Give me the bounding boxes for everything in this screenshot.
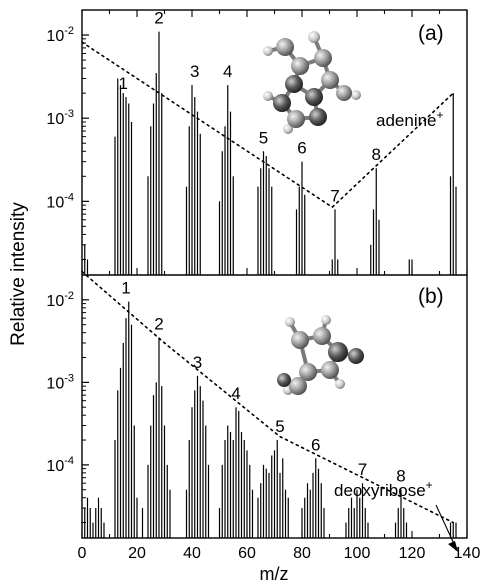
x-tick-label: 80 xyxy=(293,545,311,562)
panel-a-y-tick-label: 10-2 xyxy=(46,25,74,45)
panel-b-annotation-text: deoxyribose xyxy=(334,481,426,500)
y-tick-base: 10 xyxy=(46,28,64,45)
y-tick-exponent: -4 xyxy=(64,455,74,467)
y-tick-base: 10 xyxy=(46,458,64,475)
panel-b-peak-label: 4 xyxy=(231,384,240,403)
y-tick-exponent: -3 xyxy=(64,372,74,384)
adenine-molecule-icon xyxy=(263,31,361,134)
panel-b-peak-label: 3 xyxy=(193,353,202,372)
panel-a-peak-label: 7 xyxy=(330,186,339,205)
y-axis-label: Relative intensity xyxy=(8,202,29,346)
panel-b-annotation-sup: + xyxy=(426,478,433,492)
panel-a-annotation: adenine+ xyxy=(376,108,444,130)
panel-b-peak-label: 2 xyxy=(154,314,163,333)
y-tick-base: 10 xyxy=(46,375,64,392)
panel-a-peak-labels: 1 2 3 4 5 6 7 8 xyxy=(119,9,381,206)
panel-a-peak-label: 8 xyxy=(372,145,381,164)
x-tick-label: 100 xyxy=(344,545,371,562)
x-tick-label: 140 xyxy=(454,545,481,562)
panel-a-bars xyxy=(84,31,457,275)
y-tick-exponent: -2 xyxy=(64,290,74,302)
panel-b-peak-label: 1 xyxy=(121,279,130,298)
panel-a-envelope-line xyxy=(81,41,455,209)
panel-b-annotation: deoxyribose+ xyxy=(334,478,433,500)
panel-a-peak-label: 6 xyxy=(297,139,306,158)
panel-a-y-tick-label: 10-4 xyxy=(46,191,74,211)
panel-b-y-tick-label: 10-2 xyxy=(46,290,74,310)
x-axis-ticks: 0 20 40 60 80 100 120 140 xyxy=(78,10,481,562)
y-tick-exponent: -2 xyxy=(64,25,74,37)
panel-a-peak-label: 4 xyxy=(223,62,232,81)
panel-b-bars xyxy=(84,301,457,538)
panel-a-annotation-text: adenine xyxy=(376,111,437,130)
y-tick-base: 10 xyxy=(46,111,64,128)
panel-b-arrow-head-icon xyxy=(448,541,458,552)
panel-b-peak-label: 6 xyxy=(311,435,320,454)
panel-b-label: (b) xyxy=(418,285,444,308)
panel-a-peak-label: 3 xyxy=(190,62,199,81)
panel-b-annotation-arrow xyxy=(435,504,456,547)
panel-a-peak-label: 5 xyxy=(259,128,268,147)
panel-a-peak-label: 2 xyxy=(154,9,163,28)
panel-b-peak-label: 8 xyxy=(396,467,405,486)
y-tick-exponent: -4 xyxy=(64,191,74,203)
panel-a-annotation-sup: + xyxy=(437,108,444,122)
panel-a-label: (a) xyxy=(418,22,444,45)
panel-b-peak-label: 7 xyxy=(358,460,367,479)
y-tick-base: 10 xyxy=(46,293,64,310)
panel-b-y-tick-label: 10-4 xyxy=(46,455,74,475)
deoxyribose-molecule-icon xyxy=(277,315,364,395)
x-axis-label: m/z xyxy=(260,564,289,584)
panel-b-y-ticks: 10-210-310-4 xyxy=(46,290,89,524)
y-tick-base: 10 xyxy=(46,194,64,211)
y-tick-exponent: -3 xyxy=(64,108,74,120)
panel-b-envelope-line xyxy=(81,270,455,524)
panel-b-y-tick-label: 10-3 xyxy=(46,372,74,392)
panel-a-y-tick-label: 10-3 xyxy=(46,108,74,128)
x-tick-label: 20 xyxy=(128,545,146,562)
x-tick-label: 0 xyxy=(78,545,87,562)
x-tick-label: 40 xyxy=(183,545,201,562)
panel-a-peak-label: 1 xyxy=(119,74,128,93)
panel-a-y-ticks: 10-210-310-4 xyxy=(46,25,89,260)
x-tick-label: 120 xyxy=(399,545,426,562)
panel-b-peak-label: 5 xyxy=(275,417,284,436)
x-tick-label: 60 xyxy=(238,545,256,562)
panel-b-peak-labels: 1 2 3 4 5 6 7 8 xyxy=(121,279,405,486)
